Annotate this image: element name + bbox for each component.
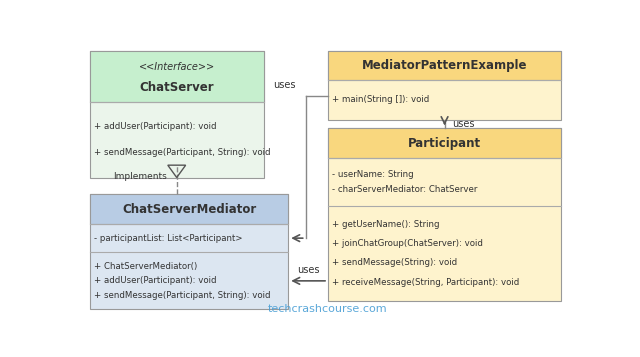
Bar xyxy=(90,51,264,177)
Text: + addUser(Participant): void: + addUser(Participant): void xyxy=(94,276,216,285)
Text: Implements: Implements xyxy=(113,172,167,181)
Text: + receiveMessage(String, Participant): void: + receiveMessage(String, Participant): v… xyxy=(332,278,519,287)
Text: MediatorPatternExample: MediatorPatternExample xyxy=(362,59,527,72)
Text: + addUser(Participant): void: + addUser(Participant): void xyxy=(94,122,216,131)
Text: ChatServerMediator: ChatServerMediator xyxy=(122,202,256,216)
Text: uses: uses xyxy=(273,80,296,90)
Text: + sendMessage(Participant, String): void: + sendMessage(Participant, String): void xyxy=(94,291,270,300)
Bar xyxy=(328,51,561,80)
Text: + ChatServerMediator(): + ChatServerMediator() xyxy=(94,262,197,271)
Text: <<Interface>>: <<Interface>> xyxy=(139,62,215,72)
Bar xyxy=(90,51,264,102)
Text: Participant: Participant xyxy=(408,137,481,150)
Text: ChatServer: ChatServer xyxy=(140,81,214,94)
Bar xyxy=(328,128,561,159)
Text: + getUserName(): String: + getUserName(): String xyxy=(332,220,440,229)
Text: techcrashcourse.com: techcrashcourse.com xyxy=(268,303,388,313)
Text: - participantList: List<Participant>: - participantList: List<Participant> xyxy=(94,233,243,243)
Text: uses: uses xyxy=(452,119,474,129)
Text: uses: uses xyxy=(297,265,319,275)
Text: + sendMessage(String): void: + sendMessage(String): void xyxy=(332,258,457,267)
Text: + joinChatGroup(ChatServer): void: + joinChatGroup(ChatServer): void xyxy=(332,239,483,248)
Bar xyxy=(328,51,561,120)
Bar xyxy=(90,194,288,224)
Text: + sendMessage(Participant, String): void: + sendMessage(Participant, String): void xyxy=(94,148,270,157)
Bar xyxy=(328,128,561,301)
Text: - userName: String: - userName: String xyxy=(332,170,413,178)
Text: - charServerMediator: ChatServer: - charServerMediator: ChatServer xyxy=(332,185,477,194)
Bar xyxy=(90,194,288,310)
Text: + main(String []): void: + main(String []): void xyxy=(332,95,429,104)
